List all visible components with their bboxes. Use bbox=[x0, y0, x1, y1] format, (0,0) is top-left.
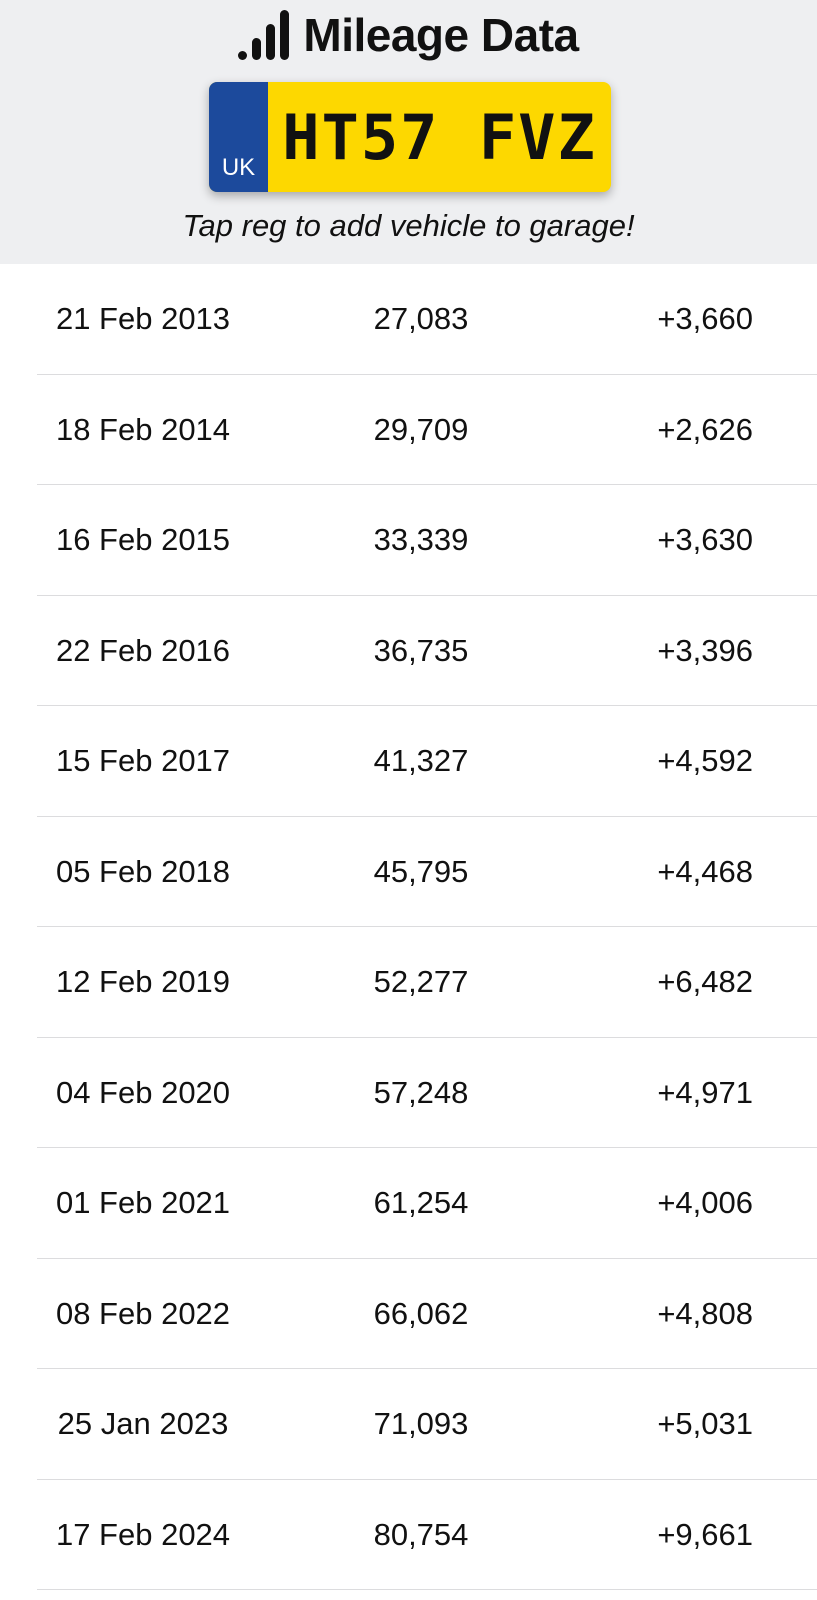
change-cell: +4,468 bbox=[657, 853, 753, 889]
mileage-cell: 66,062 bbox=[373, 1295, 469, 1331]
country-code: UK bbox=[221, 154, 256, 181]
table-row: 12 Feb 2019 52,277 +6,482 bbox=[0, 927, 817, 1038]
mileage-list: 21 Feb 2013 27,083 +3,660 18 Feb 2014 29,709… bbox=[0, 264, 817, 1590]
table-row: 01 Feb 2021 61,254 +4,006 bbox=[0, 1148, 817, 1259]
title-text: Mileage Data bbox=[303, 9, 579, 61]
change-cell: +2,626 bbox=[657, 411, 753, 447]
table-row: 04 Feb 2020 57,248 +4,971 bbox=[0, 1038, 817, 1149]
mileage-cell: 61,254 bbox=[373, 1185, 469, 1221]
date-cell: 25 Jan 2023 bbox=[57, 1406, 229, 1442]
date-cell: 16 Feb 2015 bbox=[55, 522, 231, 558]
table-row: 21 Feb 2013 27,083 +3,660 bbox=[0, 264, 817, 375]
date-cell: 18 Feb 2014 bbox=[55, 411, 231, 447]
registration-number: HT57 FVZ bbox=[282, 100, 597, 174]
table-row: 05 Feb 2018 45,795 +4,468 bbox=[0, 817, 817, 928]
signal-bars-icon bbox=[238, 10, 290, 60]
mileage-cell: 52,277 bbox=[373, 964, 469, 1000]
date-cell: 22 Feb 2016 bbox=[55, 632, 231, 668]
change-cell: +5,031 bbox=[657, 1406, 753, 1442]
mileage-cell: 80,754 bbox=[373, 1516, 469, 1552]
change-cell: +9,661 bbox=[657, 1516, 753, 1552]
mileage-cell: 27,083 bbox=[373, 301, 469, 337]
date-cell: 15 Feb 2017 bbox=[55, 743, 231, 779]
mileage-cell: 57,248 bbox=[373, 1074, 469, 1110]
mileage-cell: 36,735 bbox=[373, 632, 469, 668]
change-cell: +4,592 bbox=[657, 743, 753, 779]
date-cell: 17 Feb 2024 bbox=[55, 1516, 231, 1552]
header: Mileage Data UK HT57 FVZ Tap reg to add … bbox=[0, 0, 817, 264]
hint-text: Tap reg to add vehicle to garage! bbox=[182, 208, 635, 243]
date-cell: 08 Feb 2022 bbox=[55, 1295, 231, 1331]
table-row: 08 Feb 2022 66,062 +4,808 bbox=[0, 1259, 817, 1370]
mileage-cell: 29,709 bbox=[373, 411, 469, 447]
date-cell: 21 Feb 2013 bbox=[55, 301, 231, 337]
change-cell: +3,630 bbox=[657, 522, 753, 558]
table-row: 18 Feb 2014 29,709 +2,626 bbox=[0, 375, 817, 486]
date-cell: 05 Feb 2018 bbox=[55, 853, 231, 889]
change-cell: +3,396 bbox=[657, 632, 753, 668]
table-row: 16 Feb 2015 33,339 +3,630 bbox=[0, 485, 817, 596]
change-cell: +4,808 bbox=[657, 1295, 753, 1331]
page-title: Mileage Data bbox=[0, 8, 817, 62]
mileage-cell: 71,093 bbox=[373, 1406, 469, 1442]
date-cell: 04 Feb 2020 bbox=[55, 1074, 231, 1110]
table-row: 22 Feb 2016 36,735 +3,396 bbox=[0, 596, 817, 707]
table-row: 25 Jan 2023 71,093 +5,031 bbox=[0, 1369, 817, 1480]
change-cell: +3,660 bbox=[657, 301, 753, 337]
date-cell: 12 Feb 2019 bbox=[55, 964, 231, 1000]
mileage-cell: 45,795 bbox=[373, 853, 469, 889]
change-cell: +6,482 bbox=[657, 964, 753, 1000]
table-row: 15 Feb 2017 41,327 +4,592 bbox=[0, 706, 817, 817]
registration-plate[interactable]: UK HT57 FVZ bbox=[209, 82, 611, 192]
mileage-cell: 33,339 bbox=[373, 522, 469, 558]
table-row: 17 Feb 2024 80,754 +9,661 bbox=[0, 1480, 817, 1591]
change-cell: +4,006 bbox=[657, 1185, 753, 1221]
country-band: UK bbox=[209, 82, 268, 192]
date-cell: 01 Feb 2021 bbox=[55, 1185, 231, 1221]
change-cell: +4,971 bbox=[657, 1074, 753, 1110]
mileage-cell: 41,327 bbox=[373, 743, 469, 779]
